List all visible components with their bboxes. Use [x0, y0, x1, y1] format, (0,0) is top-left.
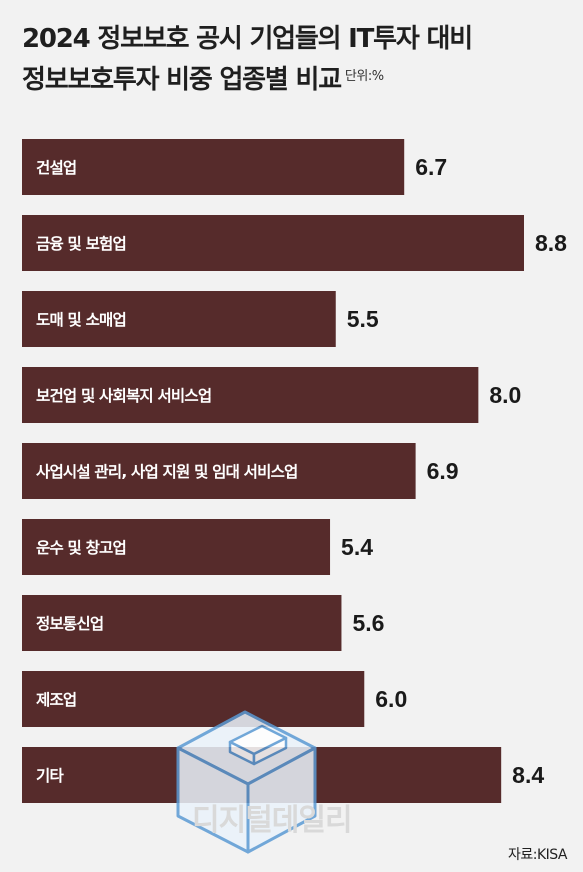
bar-value-label: 5.5	[347, 306, 379, 332]
watermark-text: 디지털데일리	[192, 803, 352, 838]
bar-value-label: 6.9	[427, 458, 459, 484]
title-line-1: 2024 정보보호 공시 기업들의 IT투자 대비	[22, 24, 473, 54]
bar-category-label: 도매 및 소매업	[36, 310, 126, 329]
bar-value-label: 5.4	[341, 534, 373, 560]
unit-label: 단위:%	[344, 69, 384, 84]
bar-category-label: 건설업	[36, 159, 76, 177]
bar-value-label: 8.0	[489, 382, 521, 408]
bar-value-label: 8.8	[535, 230, 567, 256]
bar-category-label: 금융 및 보험업	[36, 234, 126, 253]
bar	[22, 443, 416, 499]
bar-category-label: 운수 및 창고업	[36, 538, 126, 557]
title-line-2: 정보보호투자 비중 업종별 비교 단위:%	[22, 58, 472, 99]
watermark-logo	[176, 710, 317, 854]
bar	[22, 367, 479, 423]
bar	[22, 519, 331, 575]
bar-value-label: 6.7	[415, 154, 447, 180]
bar	[22, 215, 524, 271]
bar	[22, 139, 405, 195]
bar-category-label: 기타	[36, 767, 64, 785]
chart-title: 2024 정보보호 공시 기업들의 IT투자 대비 정보보호투자 비중 업종별 …	[22, 20, 473, 99]
bar-value-label: 6.0	[375, 686, 407, 712]
bar-value-label: 5.6	[352, 610, 384, 636]
bar	[22, 595, 342, 651]
source-note: 자료:KISA	[507, 847, 568, 863]
bars-group: 건설업 6.7 금융 및 보험업 8.8 도매 및 소매업 5.5 보건업 및 사회복지 서…	[22, 139, 567, 803]
bar	[22, 671, 365, 727]
bar-category-label: 사업시설 관리, 사업 지원 및 임대 서비스업	[36, 462, 298, 481]
bar-category-label: 정보통신업	[36, 615, 103, 633]
bar-value-label: 8.4	[512, 762, 544, 788]
bar	[22, 291, 336, 347]
title-line-2-text: 정보보호투자 비중 업종별 비교	[22, 65, 342, 95]
bar-category-label: 제조업	[36, 691, 76, 709]
bar-category-label: 보건업 및 사회복지 서비스업	[36, 386, 211, 405]
